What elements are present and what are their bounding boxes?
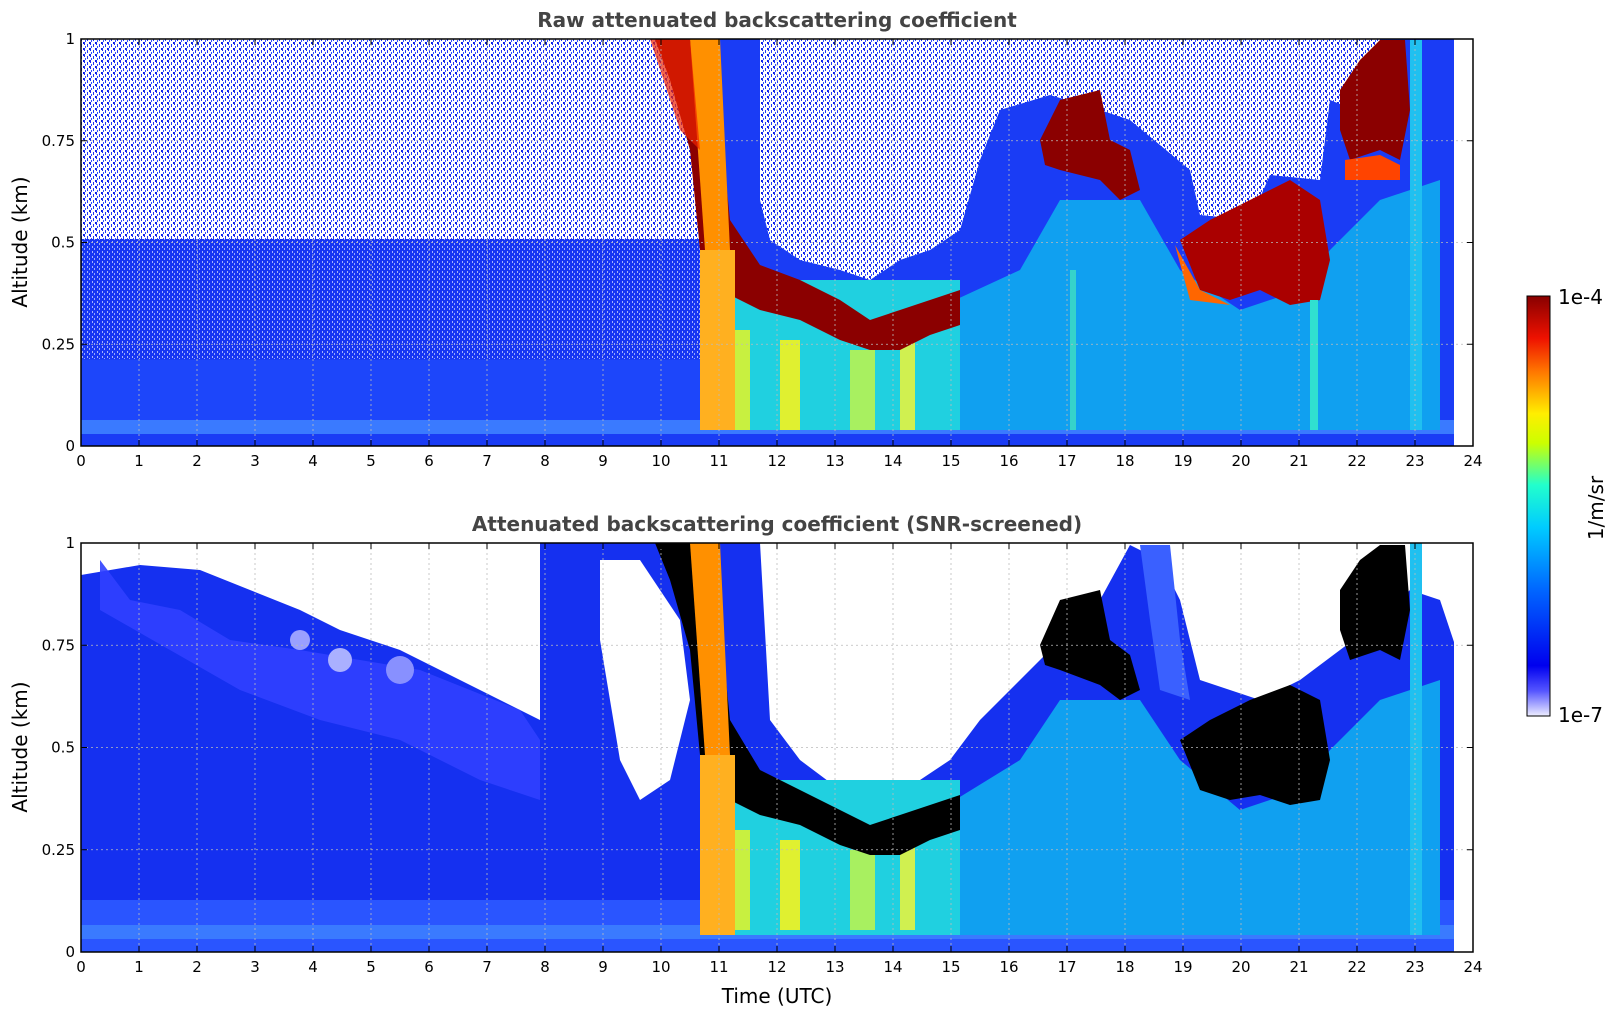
- x-tick-label: 4: [308, 958, 318, 976]
- x-tick-label: 22: [1347, 958, 1366, 976]
- x-tick-label: 24: [1463, 452, 1482, 470]
- panel-2-title: Attenuated backscattering coefficient (S…: [472, 512, 1082, 536]
- x-tick-label: 7: [482, 958, 492, 976]
- x-tick-label: 7: [482, 452, 492, 470]
- x-tick-label: 16: [999, 452, 1018, 470]
- y-tick-label: 0.75: [42, 132, 75, 150]
- y-tick-label: 0.25: [42, 335, 75, 353]
- y-axis-label-1: Altitude (km): [8, 176, 32, 307]
- y-tick-label: 0.75: [42, 636, 75, 654]
- x-tick-label: 2: [192, 452, 202, 470]
- x-tick-label: 0: [76, 452, 86, 470]
- x-tick-label: 15: [941, 958, 960, 976]
- x-tick-label: 12: [767, 452, 786, 470]
- x-tick-label: 16: [999, 958, 1018, 976]
- x-tick-label: 5: [366, 958, 376, 976]
- colorbar: 1e-4 1e-7 1/m/sr: [1526, 285, 1608, 727]
- x-tick-label: 20: [1231, 452, 1250, 470]
- x-tick-label: 17: [1057, 452, 1076, 470]
- x-tick-label: 17: [1057, 958, 1076, 976]
- y-tick-label: 1: [65, 534, 75, 552]
- x-tick-label: 6: [424, 452, 434, 470]
- x-tick-label: 9: [598, 452, 608, 470]
- y-tick-label: 0: [65, 437, 75, 455]
- x-tick-label: 19: [1173, 958, 1192, 976]
- grid-panel-1: [81, 39, 1473, 446]
- x-tick-label: 5: [366, 452, 376, 470]
- y-tick-label: 0.25: [42, 841, 75, 859]
- panel-screened: Attenuated backscattering coefficient (S…: [8, 512, 1483, 1008]
- x-tick-label: 20: [1231, 958, 1250, 976]
- y-tick-label: 0: [65, 943, 75, 961]
- x-tick-label: 13: [825, 958, 844, 976]
- x-tick-label: 3: [250, 958, 260, 976]
- x-tick-label: 4: [308, 452, 318, 470]
- x-tick-label: 12: [767, 958, 786, 976]
- x-tick-label: 21: [1289, 958, 1308, 976]
- y-axis-label-2: Altitude (km): [8, 681, 32, 812]
- x-tick-label: 23: [1405, 958, 1424, 976]
- x-tick-label: 3: [250, 452, 260, 470]
- x-tick-label: 1: [134, 452, 144, 470]
- x-tick-label: 22: [1347, 452, 1366, 470]
- x-tick-label: 13: [825, 452, 844, 470]
- x-tick-label: 11: [709, 452, 728, 470]
- x-ticks-panel-2: 0 1 2 3 4 5 6 7 8 9 10 11 12 13 14 15 16 17 18 19 20 21 22 23 24: [76, 543, 1483, 976]
- x-tick-label: 15: [941, 452, 960, 470]
- colorbar-min-label: 1e-7: [1558, 703, 1603, 727]
- x-tick-label: 2: [192, 958, 202, 976]
- x-tick-label: 18: [1115, 958, 1134, 976]
- colorbar-swatch: [1526, 295, 1551, 717]
- panel-raw: Raw attenuated backscattering coefficien…: [8, 8, 1483, 470]
- x-tick-label: 21: [1289, 452, 1308, 470]
- x-tick-label: 14: [883, 452, 902, 470]
- grid-panel-2: [81, 543, 1473, 952]
- colorbar-unit-label: 1/m/sr: [1584, 475, 1608, 540]
- x-ticks-panel-1: 0 1 2 3 4 5 6 7 8 9 10 11 12 13 14 15 16 17 18 19 20 21 22 23 24: [76, 39, 1483, 470]
- y-tick-label: 1: [65, 30, 75, 48]
- x-tick-label: 19: [1173, 452, 1192, 470]
- x-tick-label: 8: [540, 452, 550, 470]
- panel-1-title: Raw attenuated backscattering coefficien…: [537, 8, 1017, 32]
- y-tick-label: 0.5: [51, 234, 75, 252]
- x-tick-label: 6: [424, 958, 434, 976]
- x-tick-label: 14: [883, 958, 902, 976]
- x-tick-label: 8: [540, 958, 550, 976]
- x-tick-label: 24: [1463, 958, 1482, 976]
- x-tick-label: 23: [1405, 452, 1424, 470]
- x-tick-label: 0: [76, 958, 86, 976]
- y-ticks-panel-2: 0 0.25 0.5 0.75 1: [42, 534, 1473, 961]
- colorbar-max-label: 1e-4: [1558, 285, 1603, 309]
- y-tick-label: 0.5: [51, 739, 75, 757]
- x-tick-label: 18: [1115, 452, 1134, 470]
- x-tick-label: 10: [651, 958, 670, 976]
- x-tick-label: 9: [598, 958, 608, 976]
- x-tick-label: 11: [709, 958, 728, 976]
- x-tick-label: 1: [134, 958, 144, 976]
- x-axis-label: Time (UTC): [721, 984, 833, 1008]
- y-ticks-panel-1: 0 0.25 0.5 0.75 1: [42, 30, 1473, 455]
- x-tick-label: 10: [651, 452, 670, 470]
